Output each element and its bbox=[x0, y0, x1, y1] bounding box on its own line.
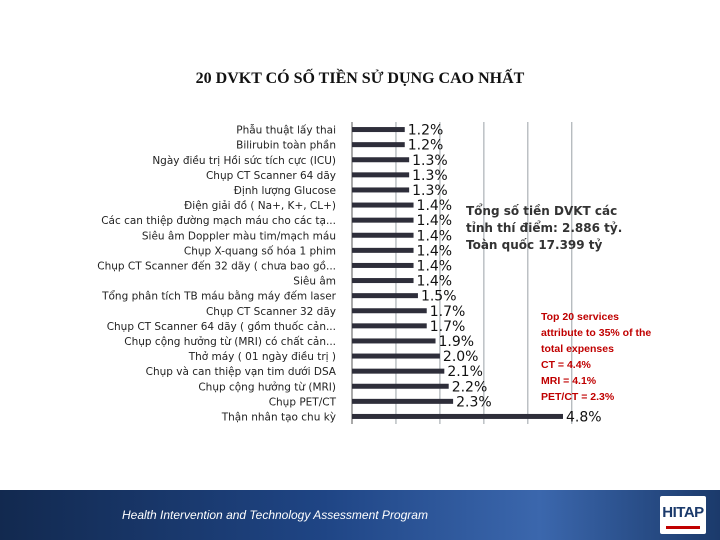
bar bbox=[352, 127, 405, 133]
value-label: 2.2% bbox=[452, 379, 488, 395]
top20-note: Top 20 services attribute to 35% of the … bbox=[541, 309, 711, 405]
bar bbox=[352, 262, 414, 268]
bar bbox=[352, 187, 410, 193]
logo-stripe bbox=[666, 526, 700, 529]
bar bbox=[352, 398, 454, 404]
value-label: 1.2% bbox=[408, 138, 444, 154]
bar bbox=[352, 413, 563, 419]
bar bbox=[352, 172, 410, 178]
value-label: 1.4% bbox=[417, 228, 453, 244]
category-label: Ngày điều trị Hồi sức tích cực (ICU) bbox=[152, 155, 336, 167]
value-label: 2.1% bbox=[447, 364, 483, 380]
bar bbox=[352, 323, 427, 329]
footer-gradient bbox=[0, 490, 720, 540]
bar bbox=[352, 217, 414, 223]
category-label: Điện giải đồ ( Na+, K+, CL+) bbox=[184, 200, 336, 212]
bar bbox=[352, 232, 414, 238]
value-label: 1.9% bbox=[439, 334, 475, 350]
note-en-line-5: MRI = 4.1% bbox=[541, 375, 597, 387]
category-label: Thở máy ( 01 ngày điều trị ) bbox=[188, 351, 336, 363]
value-label: 1.2% bbox=[408, 123, 444, 139]
category-label: Siêu âm bbox=[293, 276, 336, 288]
category-label: Chụp CT Scanner 64 dãy bbox=[206, 170, 336, 182]
category-label: Thận nhân tạo chu kỳ bbox=[221, 411, 336, 423]
category-label: Định lượng Glucose bbox=[234, 185, 336, 197]
note-en-line-3: total expenses bbox=[541, 343, 614, 355]
chart-title: 20 DVKT CÓ SỐ TIỀN SỬ DỤNG CAO NHẤT bbox=[195, 70, 525, 87]
value-label: 2.3% bbox=[456, 394, 492, 410]
category-label: Chụp CT Scanner 32 dãy bbox=[206, 306, 336, 318]
bar bbox=[352, 247, 414, 253]
value-label: 1.7% bbox=[430, 304, 466, 320]
bar bbox=[352, 338, 436, 344]
category-label: Chụp CT Scanner 64 dãy ( gồm thuốc cản..… bbox=[107, 321, 336, 333]
category-label: Chụp PET/CT bbox=[269, 396, 337, 408]
bar bbox=[352, 353, 440, 359]
program-name: Health Intervention and Technology Asses… bbox=[122, 508, 428, 522]
total-expense-note: Tổng số tiền DVKT các tỉnh thí điểm: 2.8… bbox=[466, 203, 666, 254]
value-label: 1.3% bbox=[412, 183, 448, 199]
category-label: Phẫu thuật lấy thai bbox=[236, 124, 336, 137]
category-labels: Phẫu thuật lấy thai Bilirubin toàn phần Ng… bbox=[97, 124, 337, 424]
category-label: Tổng phân tích TB máu bằng máy đếm laser bbox=[101, 290, 337, 303]
category-label: Siêu âm Doppler màu tim/mạch máu bbox=[142, 230, 336, 242]
bar bbox=[352, 383, 449, 389]
bar bbox=[352, 202, 414, 208]
category-label: Các can thiệp đường mạch máu cho các tạ.… bbox=[101, 215, 336, 227]
bar bbox=[352, 368, 445, 374]
note-en-line-6: PET/CT = 2.3% bbox=[541, 391, 615, 403]
value-labels: 1.2%1.2%1.3%1.3%1.3%1.4%1.4%1.4%1.4%1.4%… bbox=[408, 123, 602, 426]
note-vn-line-1: Tổng số tiền DVKT các bbox=[466, 204, 618, 218]
category-label: Bilirubin toàn phần bbox=[236, 140, 336, 152]
gridlines bbox=[351, 122, 573, 424]
footer-banner: Health Intervention and Technology Asses… bbox=[0, 490, 720, 540]
bar bbox=[352, 142, 405, 148]
note-vn-line-3: Toàn quốc 17.399 tỷ bbox=[466, 238, 603, 252]
bar bbox=[352, 293, 418, 299]
logo-text: HITAP bbox=[662, 504, 704, 521]
note-en-line-2: attribute to 35% of the bbox=[541, 327, 652, 339]
hitap-logo: HITAP bbox=[660, 496, 706, 534]
category-label: Chụp cộng hưởng từ (MRI) có chất cản... bbox=[124, 336, 336, 348]
bar bbox=[352, 308, 427, 314]
note-en-line-4: CT = 4.4% bbox=[541, 359, 591, 371]
value-label: 1.7% bbox=[430, 319, 466, 335]
note-en-line-1: Top 20 services bbox=[541, 311, 620, 323]
value-label: 1.4% bbox=[417, 243, 453, 259]
category-label: Chụp và can thiệp vạn tim dưới DSA bbox=[146, 366, 337, 378]
bar bbox=[352, 157, 410, 163]
bar-series bbox=[352, 127, 563, 419]
note-vn-line-2: tỉnh thí điểm: 2.886 tỷ. bbox=[466, 221, 623, 235]
value-label: 1.4% bbox=[417, 274, 453, 290]
value-label: 1.4% bbox=[417, 213, 453, 229]
value-label: 1.3% bbox=[412, 168, 448, 184]
value-label: 1.3% bbox=[412, 153, 448, 169]
value-label: 2.0% bbox=[443, 349, 479, 365]
category-label: Chụp CT Scanner đến 32 dãy ( chưa bao gồ… bbox=[97, 260, 336, 272]
bar bbox=[352, 278, 414, 284]
value-label: 1.5% bbox=[421, 289, 457, 305]
category-label: Chụp cộng hưởng từ (MRI) bbox=[198, 381, 336, 393]
value-label: 1.4% bbox=[417, 258, 453, 274]
category-label: Chụp X-quang số hóa 1 phim bbox=[184, 245, 336, 257]
value-label: 4.8% bbox=[566, 409, 602, 425]
value-label: 1.4% bbox=[417, 198, 453, 214]
